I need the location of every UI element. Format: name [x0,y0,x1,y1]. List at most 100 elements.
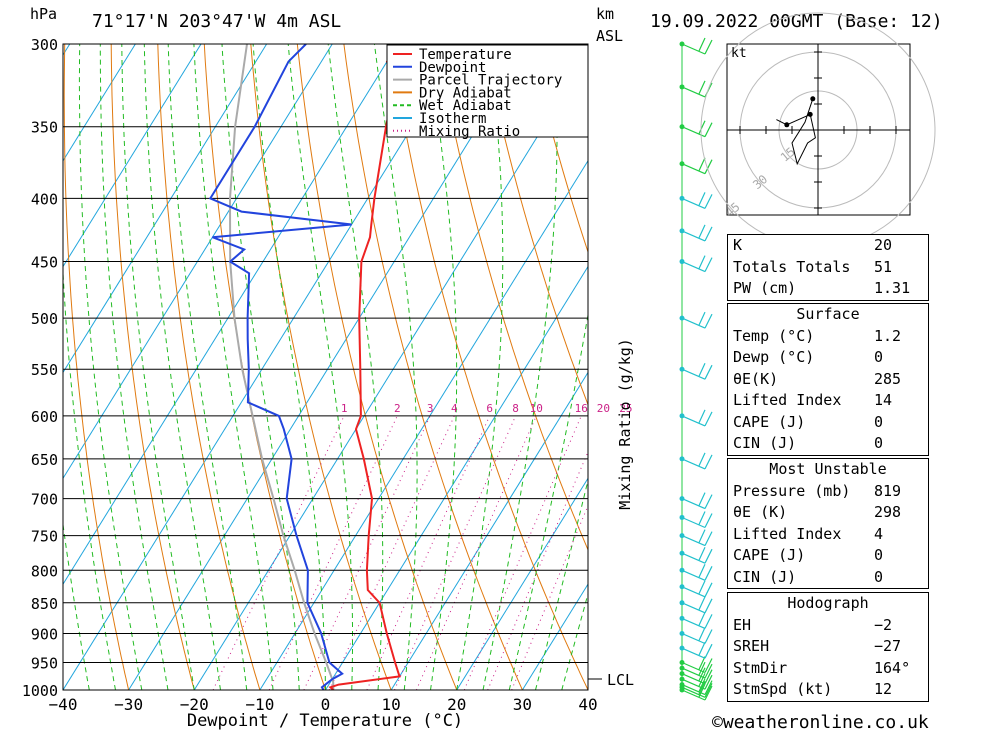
wind-barb [681,627,713,645]
k-value: 20 [874,236,893,254]
isotherm-line [390,371,588,690]
wet-adiabat-line [252,44,326,690]
surface-theta-row: θE(K) 285 [728,369,928,391]
wet-adiabat-line [167,44,248,690]
wind-barb-dot [679,195,685,201]
dewpoint-line [208,44,352,690]
wind-barb [681,529,713,547]
wind-barb [681,362,713,380]
x-axis-label: Dewpoint / Temperature (°C) [187,711,463,731]
wet-adiabat-line [63,263,116,690]
stmspd-label: StmSpd (kt) [733,680,833,698]
k-row: K 20 [728,235,928,257]
hodograph-unit: kt [731,46,747,61]
wind-barb [681,511,713,529]
legend-label: Isotherm [419,111,486,127]
wet-adiabat-line [121,44,195,690]
tt-value: 51 [874,257,893,276]
mu-cin-label: CIN (J) [733,567,797,586]
wind-barb [681,224,713,242]
hodograph-point [810,96,816,102]
mu-theta-row: θE (K) 298 [728,502,928,524]
pressure-tick-label: 350 [31,119,58,137]
wind-barb [681,612,713,629]
mu-theta-value: 298 [874,503,902,521]
mixing-ratio-label: 10 [530,402,543,415]
wind-barb [681,667,713,685]
dry-adiabat-line [949,44,1000,690]
eh-label: EH [733,615,752,634]
stmspd-value: 12 [874,680,893,698]
mixing-ratio-label: 2 [394,402,401,415]
isotherm-line [63,44,136,162]
isotherm-line [0,44,4,690]
dry-adiabat-line [995,44,1000,690]
temperature-tick-label: 20 [447,695,466,714]
wind-barb [681,192,713,209]
wet-adiabats [63,44,588,690]
isotherm-line [63,44,399,586]
wind-barb [681,641,713,659]
wet-adiabat-line [535,478,588,690]
wind-barb [681,120,713,138]
km-label: km [596,5,614,23]
legend-label: Dewpoint [419,60,486,76]
mixing-ratio-line [463,415,582,690]
most-unstable-table: Most Unstable Pressure (mb) 819 θE (K) 298… [727,458,929,589]
wind-barb [681,656,713,674]
wind-barb-dot [679,315,685,321]
temperature-tick-label: 10 [381,695,400,714]
surface-li-row: Lifted Index 14 [728,390,928,412]
location-title: 71°17'N 203°47'W 4m ASL [92,11,341,32]
pw-label: PW (cm) [733,279,797,297]
isotherm-line [259,159,588,690]
isotherm-line [128,44,530,690]
wind-barb [681,157,713,175]
surface-cin-row: CIN (J) 0 [728,433,928,455]
sreh-label: SREH [733,637,770,655]
sreh-value: −27 [874,637,902,655]
wind-barb [681,580,713,598]
wind-barb [681,37,713,55]
mu-theta-label: θE (K) [733,503,788,521]
mu-li-row: Lifted Index 4 [728,524,928,546]
legend-label: Temperature [419,47,512,63]
pressure-tick-label: 650 [31,451,58,469]
mu-title: Most Unstable [769,460,887,478]
wind-barb-dot [679,600,685,606]
wet-adiabat-line [143,44,221,690]
pw-value: 1.31 [874,279,911,297]
mu-cape-label: CAPE (J) [733,546,806,564]
asl-label: ASL [596,27,623,45]
mu-pres-label: Pressure (mb) [733,481,851,500]
surface-dewp-label: Dewp (°C) [733,348,815,366]
wet-adiabat-line [482,44,558,690]
indices-table: K 20 Totals Totals 51 PW (cm) 1.31 [727,234,929,301]
temperature-line [328,44,401,690]
surface-temp-label: Temp (°C) [733,326,815,345]
pw-row: PW (cm) 1.31 [728,278,928,300]
legend-box [386,44,589,138]
wet-adiabat-line [193,44,274,690]
mixing-ratio-label: 8 [512,402,519,415]
surface-dewp-value: 0 [874,348,884,366]
mixing-ratio-label: 1 [341,402,348,415]
mu-cape-row: CAPE (J) 0 [728,545,928,567]
hodo-title: Hodograph [787,594,869,612]
mixing-ratio-line [394,415,517,690]
temperature-tick-label: 40 [578,695,597,714]
surface-table: Surface Temp (°C) 1.2 Dewp (°C) 0 θE(K) 285… [727,303,929,456]
wind-barb [681,255,713,273]
temperature-tick-label: −10 [245,695,274,714]
stmdir-value: 164° [874,658,911,677]
dry-adiabat-line [63,44,130,690]
pressure-tick-label: 850 [31,595,58,613]
mixing-ratio-label: 25 [619,402,632,415]
pressure-tick-label: 500 [31,310,58,328]
wind-barb [681,678,713,696]
pressure-tick-label: 750 [31,528,58,546]
wind-barb [681,596,713,614]
isotherm-line [193,53,588,690]
temperature-tick-label: 0 [321,695,331,714]
